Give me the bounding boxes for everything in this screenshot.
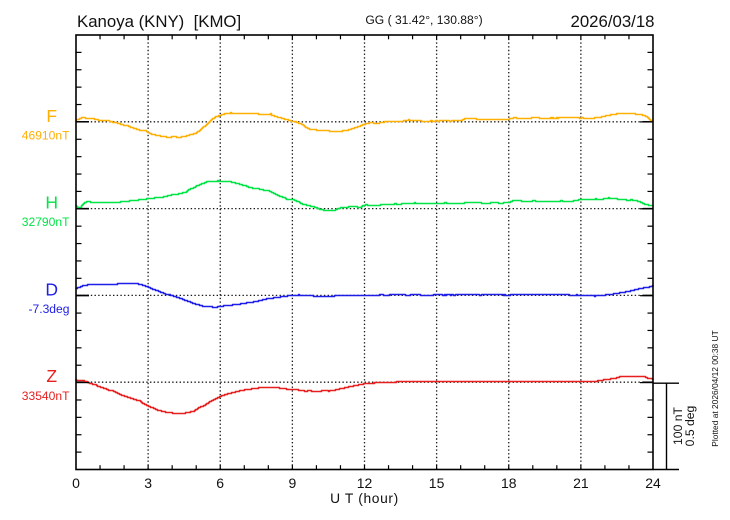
svg-text:15: 15 — [429, 475, 445, 491]
svg-text:0.5 deg: 0.5 deg — [683, 406, 697, 447]
svg-text:32790nT: 32790nT — [22, 215, 70, 229]
svg-text:33540nT: 33540nT — [22, 389, 70, 403]
svg-text:9: 9 — [289, 475, 297, 491]
svg-text:F: F — [46, 106, 57, 126]
svg-text:21: 21 — [573, 475, 589, 491]
svg-text:H: H — [45, 193, 58, 213]
svg-text:GG ( 31.42°, 130.88°): GG ( 31.42°, 130.88°) — [365, 13, 482, 27]
svg-text:Z: Z — [46, 366, 57, 386]
svg-text:2026/03/18: 2026/03/18 — [571, 12, 655, 31]
svg-text:6: 6 — [216, 475, 224, 491]
svg-text:24: 24 — [645, 475, 661, 491]
svg-text:-7.3deg: -7.3deg — [28, 302, 69, 316]
svg-text:100 nT: 100 nT — [671, 406, 685, 444]
svg-text:Kanoya (KNY) [KMO]: Kanoya (KNY) [KMO] — [77, 12, 241, 31]
svg-text:Plotted at 2026/04/12 00:38 UT: Plotted at 2026/04/12 00:38 UT — [710, 330, 720, 446]
svg-text:3: 3 — [144, 475, 152, 491]
svg-text:18: 18 — [501, 475, 517, 491]
svg-text:12: 12 — [357, 475, 373, 491]
svg-text:U T (hour): U T (hour) — [330, 491, 399, 506]
svg-text:46910nT: 46910nT — [22, 128, 70, 142]
svg-text:D: D — [45, 279, 58, 299]
svg-text:0: 0 — [72, 475, 80, 491]
